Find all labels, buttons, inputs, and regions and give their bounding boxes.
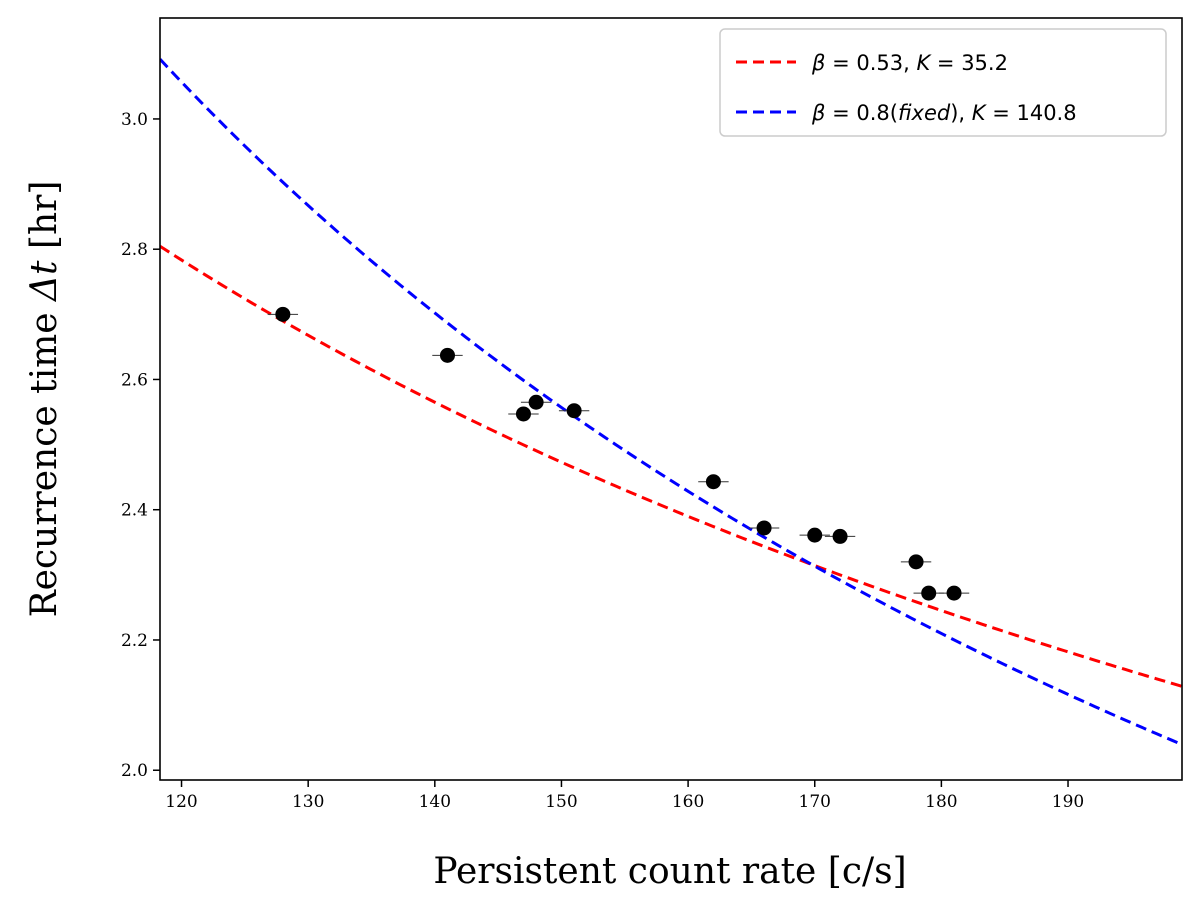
data-point: [832, 528, 848, 544]
red-fit-line: [160, 244, 1182, 688]
data-point: [921, 585, 937, 601]
x-tick-label: 170: [799, 792, 831, 812]
legend-blue-label: β = 0.8(fixed), K = 140.8: [811, 101, 1077, 125]
x-axis-ticks: 120 130 140 150 160 170 180 190: [165, 780, 1084, 812]
legend-blue-k: K: [972, 101, 988, 125]
data-point: [275, 306, 291, 322]
x-axis-label: Persistent count rate [c/s]: [433, 851, 906, 892]
legend-red-k: K: [916, 51, 932, 75]
legend-red-mid: = 0.53,: [825, 51, 916, 75]
x-tick-label: 130: [292, 792, 324, 812]
y-axis-label: Recurrence time Δt [hr]: [24, 181, 65, 618]
x-tick-label: 160: [672, 792, 704, 812]
data-point: [946, 585, 962, 601]
x-tick-label: 140: [419, 792, 451, 812]
y-axis-label-prefix: Recurrence time: [24, 301, 65, 617]
y-tick-label: 2.8: [121, 240, 148, 260]
y-axis-ticks: 2.0 2.2 2.4 2.6 2.8 3.0: [121, 110, 160, 781]
data-point: [807, 527, 823, 543]
data-point: [756, 520, 772, 536]
data-point: [515, 406, 531, 422]
y-tick-label: 3.0: [121, 110, 148, 130]
legend: β = 0.53, K = 35.2 β = 0.8(fixed), K = 1…: [719, 28, 1167, 137]
plot-frame: [159, 17, 1183, 781]
legend-blue-beta: β: [811, 101, 825, 125]
x-tick-label: 190: [1052, 792, 1084, 812]
y-tick-label: 2.2: [121, 631, 148, 651]
y-axis-label-symbol: Δt: [24, 260, 65, 303]
legend-box: [719, 28, 1167, 137]
blue-fit-line: [160, 58, 1182, 746]
legend-blue-value: = 140.8: [986, 101, 1077, 125]
y-tick-label: 2.0: [121, 761, 148, 781]
data-point: [566, 403, 582, 419]
y-tick-label: 2.4: [121, 501, 148, 521]
y-tick-label: 2.6: [121, 370, 148, 390]
legend-blue-mid: = 0.8(: [825, 101, 898, 125]
data-points: [267, 306, 970, 601]
x-tick-label: 150: [545, 792, 577, 812]
x-tick-label: 180: [925, 792, 957, 812]
legend-red-value: = 35.2: [930, 51, 1008, 75]
y-axis-label-suffix: [hr]: [24, 181, 65, 261]
legend-red-label: β = 0.53, K = 35.2: [811, 51, 1008, 75]
x-tick-label: 120: [165, 792, 197, 812]
fit-lines: [160, 58, 1182, 746]
data-point: [439, 347, 455, 363]
legend-blue-mid2: ),: [950, 101, 972, 125]
data-point: [908, 554, 924, 570]
data-point: [705, 474, 721, 490]
data-point: [528, 394, 544, 410]
legend-red-beta: β: [811, 51, 825, 75]
legend-blue-fixed: fixed: [898, 101, 951, 125]
